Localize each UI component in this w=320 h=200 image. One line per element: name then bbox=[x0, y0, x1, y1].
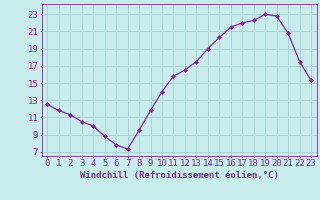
X-axis label: Windchill (Refroidissement éolien,°C): Windchill (Refroidissement éolien,°C) bbox=[80, 171, 279, 180]
